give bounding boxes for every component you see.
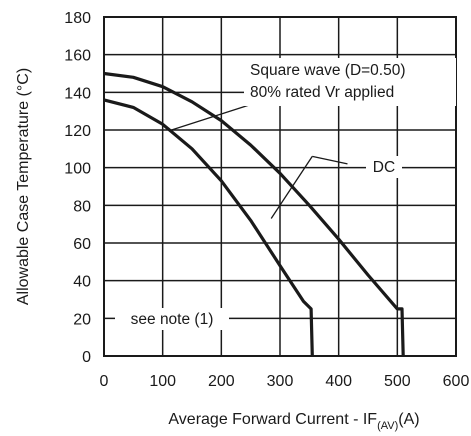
square-wave-label: Square wave (D=0.50) <box>250 62 406 79</box>
y-axis-title: Allowable Case Temperature (°C) <box>15 68 32 305</box>
y-tick-label: 180 <box>64 10 91 27</box>
y-tick-label: 140 <box>64 85 91 102</box>
annotation-leaders <box>171 103 348 219</box>
x-tick-label: 600 <box>443 373 470 390</box>
square-wave-label-box <box>244 58 456 106</box>
x-tick-label: 0 <box>100 373 109 390</box>
x-tick-label: 400 <box>325 373 352 390</box>
note-label-box <box>115 308 229 330</box>
x-axis-title-subscript: (AV) <box>377 420 398 432</box>
dc-label-box <box>366 156 402 178</box>
dc-leader-lower <box>270 156 313 219</box>
y-tick-label: 160 <box>64 48 91 65</box>
y-tick-label: 80 <box>73 198 91 215</box>
x-tick-label: 100 <box>149 373 176 390</box>
dc-leader-upper <box>312 155 348 165</box>
y-tick-label: 20 <box>73 311 91 328</box>
x-tick-labels: 0 100 200 300 400 500 600 <box>100 373 470 390</box>
see-note-label: see note (1) <box>131 311 214 328</box>
y-tick-label: 100 <box>64 161 91 178</box>
y-tick-label: 120 <box>64 123 91 140</box>
series-line <box>103 71 405 357</box>
x-tick-label: 300 <box>267 373 294 390</box>
x-axis-title: Average Forward Current - IF(AV)(A) <box>168 411 419 432</box>
x-axis-title-main: Average Forward Current - IF <box>168 411 377 428</box>
y-tick-label: 40 <box>73 274 91 291</box>
square-wave-leader <box>171 103 254 131</box>
y-tick-label: 0 <box>82 349 91 366</box>
x-tick-label: 200 <box>208 373 235 390</box>
series-line <box>103 98 314 357</box>
plot-frame <box>103 16 457 357</box>
x-tick-label: 500 <box>384 373 411 390</box>
dc-label: DC <box>373 159 395 176</box>
y-tick-labels: 0 20 40 60 80 100 120 140 160 180 <box>64 10 91 366</box>
x-axis-title-unit: (A) <box>398 411 419 428</box>
y-tick-label: 60 <box>73 236 91 253</box>
rated-vr-label: 80% rated Vr applied <box>250 84 394 101</box>
curves <box>103 71 405 357</box>
